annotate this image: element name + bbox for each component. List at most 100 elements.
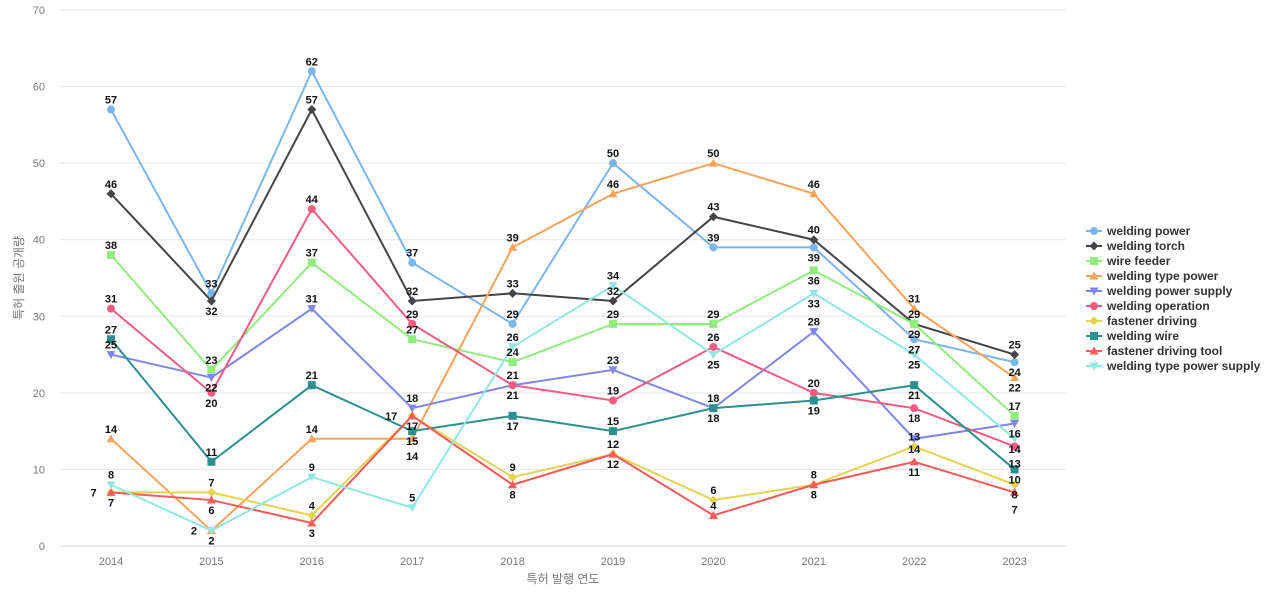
x-tick-label: 2022 xyxy=(902,556,926,568)
data-label: 31 xyxy=(105,294,117,306)
data-point xyxy=(609,427,617,436)
data-point xyxy=(1010,350,1020,360)
data-point xyxy=(307,205,316,214)
data-label: 50 xyxy=(707,148,719,160)
data-point xyxy=(909,441,919,451)
data-label: 18 xyxy=(406,393,418,405)
data-point xyxy=(508,343,518,352)
data-label: 27 xyxy=(908,344,920,356)
data-label: 57 xyxy=(105,95,117,107)
data-point xyxy=(1010,487,1020,496)
data-label: 25 xyxy=(707,360,719,372)
data-point xyxy=(1010,435,1020,444)
data-point xyxy=(206,487,216,497)
y-tick-label: 20 xyxy=(33,388,45,400)
data-label: 40 xyxy=(808,225,820,237)
legend-marker-icon xyxy=(1090,227,1098,235)
data-label: 7 xyxy=(108,497,114,509)
data-label: 8 xyxy=(1012,490,1018,502)
data-label: 14 xyxy=(105,424,118,436)
data-label: 46 xyxy=(607,179,619,191)
data-label: 3 xyxy=(309,528,315,540)
legend-item[interactable]: welding wire xyxy=(1086,329,1179,343)
data-point xyxy=(408,258,417,267)
data-point xyxy=(307,381,316,390)
legend-marker-icon xyxy=(1089,287,1099,296)
data-label: 18 xyxy=(707,413,719,425)
data-point xyxy=(106,434,116,443)
data-point xyxy=(408,427,417,436)
y-tick-label: 10 xyxy=(33,464,45,476)
data-label: 27 xyxy=(105,324,117,336)
data-label: 23 xyxy=(607,355,619,367)
data-label: 8 xyxy=(108,470,114,482)
data-label: 33 xyxy=(205,278,217,290)
data-label: 14 xyxy=(1008,444,1021,456)
data-label: 46 xyxy=(808,179,820,191)
data-label: 29 xyxy=(908,329,920,341)
data-label: 25 xyxy=(1008,340,1020,352)
series-welding-type-power-supply xyxy=(106,282,1020,536)
data-label: 12 xyxy=(607,439,619,451)
data-point xyxy=(608,296,618,306)
data-point xyxy=(709,342,718,351)
legend-item[interactable]: welding operation xyxy=(1086,299,1210,313)
data-point xyxy=(910,335,919,344)
series-line xyxy=(110,338,1016,471)
legend-item[interactable]: welding type power xyxy=(1086,269,1219,283)
legend-marker-icon xyxy=(1089,346,1099,355)
y-tick-label: 30 xyxy=(33,311,45,323)
data-label: 4 xyxy=(710,500,717,512)
legend-label: welding wire xyxy=(1106,329,1179,343)
data-point xyxy=(1010,373,1020,382)
legend-item[interactable]: wire feeder xyxy=(1086,254,1171,268)
data-point xyxy=(608,449,618,458)
data-label: 33 xyxy=(506,278,518,290)
data-label: 15 xyxy=(406,436,418,448)
data-point xyxy=(1010,480,1020,490)
data-point xyxy=(307,258,316,267)
data-label: 38 xyxy=(105,240,117,252)
data-point xyxy=(1010,411,1019,420)
legend-item[interactable]: welding power supply xyxy=(1086,284,1233,298)
legend-item[interactable]: fastener driving xyxy=(1086,314,1197,328)
data-point xyxy=(508,381,517,390)
series-line xyxy=(110,414,1015,525)
data-point xyxy=(206,527,216,536)
data-label: 22 xyxy=(205,383,217,395)
data-label: 2 xyxy=(208,536,214,548)
data-point xyxy=(307,473,317,482)
data-point xyxy=(709,319,718,328)
data-label: 14 xyxy=(406,451,419,463)
data-label: 6 xyxy=(208,505,214,517)
legend-label: wire feeder xyxy=(1106,254,1171,268)
data-point xyxy=(708,510,718,519)
legend-item[interactable]: welding type power supply xyxy=(1086,359,1261,373)
legend-label: welding power xyxy=(1106,224,1191,238)
legend-item[interactable]: fastener driving tool xyxy=(1086,344,1222,358)
data-point xyxy=(508,480,518,489)
data-point xyxy=(809,235,819,245)
data-point xyxy=(107,335,115,344)
data-point xyxy=(206,296,216,306)
data-point xyxy=(207,365,216,374)
data-label: 22 xyxy=(1008,383,1020,395)
data-label: 19 xyxy=(808,406,820,418)
legend-label: welding type power supply xyxy=(1106,359,1261,373)
legend-item[interactable]: welding torch xyxy=(1086,239,1185,253)
legend-marker-icon xyxy=(1090,302,1098,310)
data-label: 29 xyxy=(908,309,920,321)
data-label: 29 xyxy=(707,309,719,321)
data-label: 32 xyxy=(607,286,619,298)
legend-label: fastener driving xyxy=(1107,314,1197,328)
data-label: 39 xyxy=(707,232,719,244)
legend-item[interactable]: welding power xyxy=(1086,224,1191,238)
data-point xyxy=(809,480,819,489)
data-point xyxy=(107,251,115,260)
data-point xyxy=(508,411,517,420)
y-tick-label: 40 xyxy=(33,235,45,247)
data-point xyxy=(708,158,718,167)
data-point xyxy=(709,404,718,413)
data-point xyxy=(508,358,517,367)
data-label: 23 xyxy=(205,355,217,367)
